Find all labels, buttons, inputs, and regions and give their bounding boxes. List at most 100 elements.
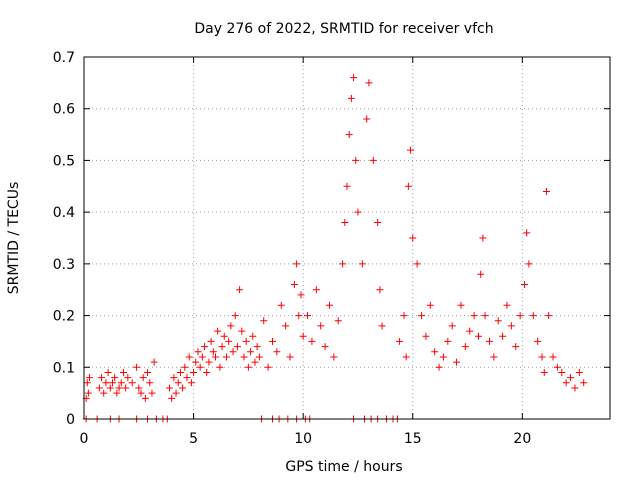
- data-point: [575, 368, 583, 376]
- data-point: [512, 343, 520, 351]
- data-point: [225, 337, 233, 345]
- y-tick-label: 0: [66, 412, 75, 428]
- data-point: [418, 312, 426, 320]
- data-point: [402, 353, 410, 361]
- data-point: [525, 260, 533, 268]
- data-point: [308, 337, 316, 345]
- data-point: [277, 301, 285, 309]
- data-point: [431, 348, 439, 356]
- data-point: [295, 312, 303, 320]
- data-point: [113, 389, 121, 397]
- data-point: [400, 312, 408, 320]
- data-point: [249, 332, 257, 340]
- data-point: [174, 379, 182, 387]
- data-point: [108, 379, 116, 387]
- data-point: [369, 156, 377, 164]
- data-point: [244, 363, 252, 371]
- data-point: [538, 353, 546, 361]
- grid: [84, 57, 610, 419]
- data-point: [317, 322, 325, 330]
- data-point: [580, 379, 588, 387]
- data-point: [227, 322, 235, 330]
- data-point: [192, 358, 200, 366]
- data-point: [84, 389, 92, 397]
- x-tick-label: 10: [294, 431, 312, 447]
- chart-title: Day 276 of 2022, SRMTID for receiver vfc…: [194, 21, 493, 37]
- data-point: [457, 301, 465, 309]
- y-tick-label: 0.5: [53, 153, 75, 169]
- data-point: [268, 337, 276, 345]
- data-point: [534, 337, 542, 345]
- data-point: [233, 343, 241, 351]
- data-point: [396, 337, 404, 345]
- data-point: [95, 384, 103, 392]
- data-point: [172, 389, 180, 397]
- data-point: [83, 379, 91, 387]
- data-point: [146, 379, 154, 387]
- data-point: [102, 379, 110, 387]
- data-point: [494, 317, 502, 325]
- y-tick-label: 0.1: [53, 360, 75, 376]
- data-point: [444, 337, 452, 345]
- plot-frame: [83, 56, 611, 420]
- data-point: [485, 337, 493, 345]
- data-point: [260, 317, 268, 325]
- data-point: [321, 343, 329, 351]
- data-point: [214, 327, 222, 335]
- data-point: [365, 79, 373, 87]
- x-axis-label: GPS time / hours: [285, 459, 402, 475]
- y-axis-label: SRMTID / TECUs: [6, 182, 22, 295]
- data-point: [150, 358, 158, 366]
- data-point: [106, 384, 114, 392]
- y-tick-labels: 0 0.1 0.2 0.3 0.4 0.5 0.6 0.7: [53, 50, 75, 428]
- data-point: [422, 332, 430, 340]
- data-point: [141, 394, 149, 402]
- data-point: [439, 353, 447, 361]
- data-point: [148, 389, 156, 397]
- data-point: [426, 301, 434, 309]
- data-point: [209, 348, 217, 356]
- data-point: [176, 368, 184, 376]
- data-point: [312, 286, 320, 294]
- data-point: [571, 384, 579, 392]
- data-point: [448, 322, 456, 330]
- data-point: [144, 368, 152, 376]
- y-tick-label: 0.7: [53, 50, 75, 66]
- data-point: [190, 368, 198, 376]
- data-point: [523, 229, 531, 237]
- data-point: [325, 301, 333, 309]
- data-points: [82, 74, 588, 423]
- data-point: [347, 94, 355, 102]
- data-point: [185, 353, 193, 361]
- data-point: [111, 374, 119, 382]
- data-point: [201, 343, 209, 351]
- data-point: [247, 348, 255, 356]
- data-point: [117, 379, 125, 387]
- data-point: [119, 368, 127, 376]
- x-tick-labels: 0 5 10 15 20: [80, 431, 532, 447]
- data-point: [229, 348, 237, 356]
- data-point: [345, 131, 353, 139]
- data-point: [137, 389, 145, 397]
- ticks: [83, 56, 610, 420]
- data-point: [470, 312, 478, 320]
- data-point: [218, 343, 226, 351]
- data-point: [413, 260, 421, 268]
- data-point: [503, 301, 511, 309]
- data-point: [376, 286, 384, 294]
- data-point: [122, 384, 130, 392]
- data-point: [558, 368, 566, 376]
- data-point: [343, 182, 351, 190]
- data-point: [255, 353, 263, 361]
- data-point: [183, 374, 191, 382]
- data-point: [358, 260, 366, 268]
- data-point: [135, 384, 143, 392]
- data-point: [352, 156, 360, 164]
- data-point: [363, 115, 371, 123]
- data-point: [196, 363, 204, 371]
- data-point: [293, 260, 301, 268]
- data-point: [128, 379, 136, 387]
- data-point: [253, 343, 261, 351]
- data-point: [477, 270, 485, 278]
